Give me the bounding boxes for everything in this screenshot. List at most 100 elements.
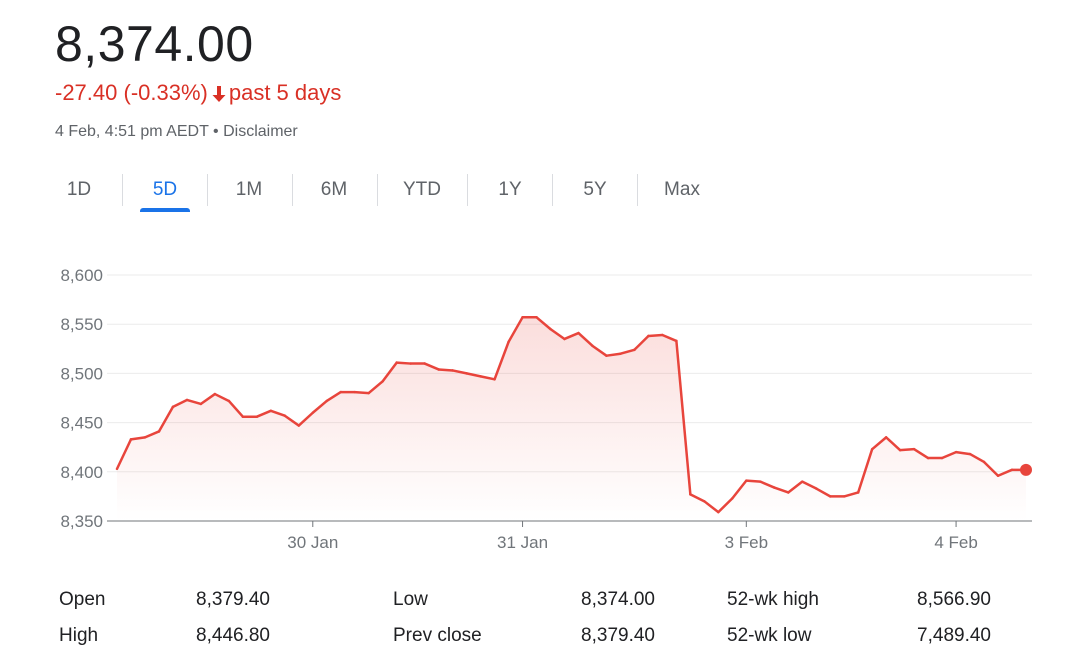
- price-change-value: -27.40 (-0.33%): [55, 80, 208, 105]
- price-line-segment: [283, 414, 301, 427]
- price-change-line: -27.40 (-0.33%) past 5 days: [55, 78, 341, 110]
- price-point[interactable]: [211, 390, 219, 398]
- price-point[interactable]: [351, 388, 359, 396]
- price-point[interactable]: [672, 337, 680, 345]
- tab-5y[interactable]: 5Y: [553, 170, 637, 210]
- price-point[interactable]: [295, 422, 303, 430]
- price-point[interactable]: [491, 375, 499, 383]
- stat-label-52wk-low: 52-wk low: [727, 625, 812, 646]
- price-point[interactable]: [644, 332, 652, 340]
- price-point[interactable]: [533, 313, 541, 321]
- price-point[interactable]: [1008, 466, 1016, 474]
- price-point[interactable]: [309, 409, 317, 417]
- price-point[interactable]: [267, 407, 275, 415]
- price-point[interactable]: [225, 397, 233, 405]
- price-point[interactable]: [113, 465, 121, 473]
- price-point[interactable]: [379, 377, 387, 385]
- price-line-segment: [115, 438, 133, 471]
- price-point[interactable]: [994, 472, 1002, 480]
- price-point[interactable]: [868, 445, 876, 453]
- price-line-segment: [185, 398, 203, 406]
- disclaimer-link[interactable]: Disclaimer: [223, 123, 298, 140]
- price-line-segment: [157, 405, 175, 433]
- price-point[interactable]: [896, 446, 904, 454]
- tab-divider: [552, 174, 553, 206]
- price-line-segment: [437, 368, 454, 372]
- tab-1m[interactable]: 1M: [208, 170, 290, 210]
- price-point[interactable]: [686, 490, 694, 498]
- price-point[interactable]: [910, 445, 918, 453]
- price-line-segment: [199, 392, 217, 406]
- price-point[interactable]: [407, 360, 415, 368]
- price-line-segment: [325, 390, 343, 403]
- price-point[interactable]: [435, 365, 443, 373]
- price-point[interactable]: [658, 331, 666, 339]
- price-point[interactable]: [421, 360, 429, 368]
- tab-ytd[interactable]: YTD: [378, 170, 466, 210]
- price-point[interactable]: [477, 372, 485, 380]
- price-point[interactable]: [700, 497, 708, 505]
- latest-price-dot[interactable]: [1020, 463, 1032, 476]
- price-point[interactable]: [323, 397, 331, 405]
- price-point[interactable]: [616, 350, 624, 358]
- price-point[interactable]: [547, 325, 555, 333]
- tab-label: 1M: [235, 179, 263, 200]
- price-point[interactable]: [798, 478, 806, 486]
- price-point[interactable]: [141, 433, 149, 441]
- change-period: past 5 days: [228, 80, 342, 105]
- price-point[interactable]: [742, 477, 750, 485]
- price-point[interactable]: [281, 412, 289, 420]
- tab-max[interactable]: Max: [638, 170, 726, 210]
- price-chart[interactable]: 8,350 8,400 8,450 8,500 8,550 8,600 30 Jan 31 …: [0, 250, 1072, 560]
- price-line-segment: [717, 497, 734, 514]
- price-line-segment: [661, 333, 678, 343]
- price-point[interactable]: [253, 413, 261, 421]
- price-point[interactable]: [588, 342, 596, 350]
- tab-1y[interactable]: 1Y: [468, 170, 552, 210]
- price-point[interactable]: [966, 450, 974, 458]
- price-point[interactable]: [770, 484, 778, 492]
- price-point[interactable]: [854, 488, 862, 496]
- price-point[interactable]: [714, 508, 722, 516]
- price-point[interactable]: [337, 388, 345, 396]
- price-point[interactable]: [183, 396, 191, 404]
- price-point[interactable]: [561, 335, 569, 343]
- price-line-segment: [255, 409, 273, 418]
- price-point[interactable]: [505, 338, 513, 346]
- price-point[interactable]: [826, 492, 834, 500]
- price-line-segment: [465, 372, 482, 378]
- price-point[interactable]: [952, 448, 960, 456]
- price-point[interactable]: [924, 454, 932, 462]
- price-line-segment: [353, 390, 370, 395]
- price-line: [115, 316, 1028, 514]
- price-point[interactable]: [728, 494, 736, 502]
- price-point[interactable]: [239, 413, 247, 421]
- price-point[interactable]: [882, 433, 890, 441]
- price-point[interactable]: [519, 313, 527, 321]
- price-point[interactable]: [169, 403, 177, 411]
- price-point[interactable]: [365, 389, 373, 397]
- price-line-segment: [563, 331, 580, 341]
- tab-5d[interactable]: 5D: [124, 170, 206, 212]
- price-point[interactable]: [812, 485, 820, 493]
- price-point[interactable]: [197, 400, 205, 408]
- price-point[interactable]: [756, 478, 764, 486]
- price-point[interactable]: [938, 454, 946, 462]
- price-point[interactable]: [449, 366, 457, 374]
- price-point[interactable]: [784, 488, 792, 496]
- price-point[interactable]: [127, 435, 135, 443]
- x-tick-label: 4 Feb: [934, 533, 977, 552]
- price-point[interactable]: [840, 492, 848, 500]
- price-point[interactable]: [630, 346, 638, 354]
- price-point[interactable]: [980, 458, 988, 466]
- price-line-segment: [367, 380, 384, 395]
- price-point[interactable]: [463, 369, 471, 377]
- price-point[interactable]: [155, 427, 163, 435]
- price-point[interactable]: [574, 329, 582, 337]
- price-line-segment: [689, 493, 706, 503]
- tab-1d[interactable]: 1D: [38, 170, 120, 210]
- price-point[interactable]: [393, 359, 401, 367]
- tab-6m[interactable]: 6M: [293, 170, 375, 210]
- tab-label: YTD: [403, 179, 441, 200]
- price-point[interactable]: [602, 352, 610, 360]
